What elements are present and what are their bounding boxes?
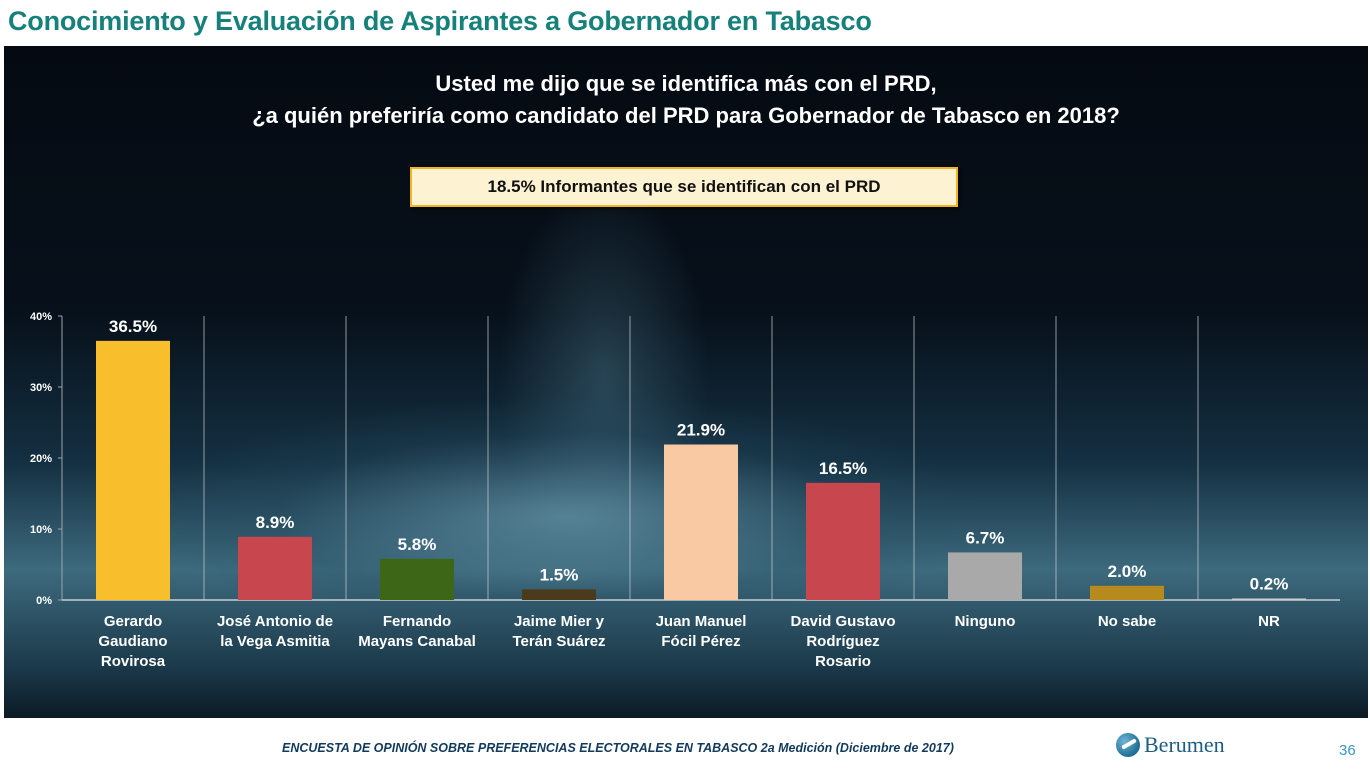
y-tick-label: 20% bbox=[30, 453, 52, 465]
category-label: No sabe bbox=[1098, 613, 1156, 630]
category-label: Ninguno bbox=[955, 613, 1016, 630]
category-label: Jaime Mier y bbox=[514, 613, 605, 630]
bar bbox=[948, 552, 1022, 600]
question-line-2: ¿a quién preferiría como candidato del P… bbox=[252, 103, 1120, 128]
survey-question: Usted me dijo que se identifica más con … bbox=[4, 68, 1368, 132]
y-tick-label: 40% bbox=[30, 311, 52, 323]
category-label: Fernando bbox=[383, 613, 451, 630]
bar bbox=[96, 340, 170, 600]
category-label: Fócil Pérez bbox=[661, 633, 740, 650]
y-tick-label: 30% bbox=[30, 382, 52, 394]
bar-value-label: 6.7% bbox=[966, 528, 1005, 547]
bar-chart: 0% 10% 20% 30% 40% 36.5% Gerardo Gaudiano Roviro… bbox=[30, 311, 1340, 670]
question-line-1: Usted me dijo que se identifica más con … bbox=[435, 71, 937, 96]
brand-name: Berumen bbox=[1144, 732, 1225, 757]
bar bbox=[238, 536, 312, 600]
header-bar: Conocimiento y Evaluación de Aspirantes … bbox=[0, 0, 1370, 46]
bar bbox=[806, 482, 880, 600]
page-title: Conocimiento y Evaluación de Aspirantes … bbox=[8, 6, 872, 36]
bar bbox=[664, 444, 738, 600]
bar-value-label: 36.5% bbox=[109, 317, 157, 336]
category-label: Rovirosa bbox=[101, 653, 166, 670]
berumen-logo-icon bbox=[1116, 733, 1140, 757]
info-box: 18.5% Informantes que se identifican con… bbox=[410, 167, 958, 207]
bar-value-label: 2.0% bbox=[1108, 562, 1147, 581]
category-label: Rosario bbox=[815, 653, 871, 670]
bar-value-label: 5.8% bbox=[398, 535, 437, 554]
category-label: Rodríguez bbox=[806, 633, 879, 650]
y-tick-label: 0% bbox=[36, 595, 52, 607]
category-label: Gaudiano bbox=[98, 633, 167, 650]
bar-value-label: 16.5% bbox=[819, 459, 867, 478]
bar-value-label: 21.9% bbox=[677, 421, 725, 440]
category-label: NR bbox=[1258, 613, 1280, 630]
category-label: Mayans Canabal bbox=[358, 633, 476, 650]
bar-value-label: 0.2% bbox=[1250, 575, 1289, 594]
bar bbox=[522, 589, 596, 600]
category-label: José Antonio de bbox=[217, 613, 333, 630]
category-label: Terán Suárez bbox=[512, 633, 605, 650]
page-number: 36 bbox=[1339, 742, 1356, 759]
category-label: Gerardo bbox=[104, 613, 162, 630]
bar bbox=[1090, 585, 1164, 600]
category-label: la Vega Asmitia bbox=[220, 633, 330, 650]
bar bbox=[380, 558, 454, 600]
bar-value-label: 1.5% bbox=[540, 565, 579, 584]
y-tick-label: 10% bbox=[30, 524, 52, 536]
footer-caption: ENCUESTA DE OPINIÓN SOBRE PREFERENCIAS E… bbox=[282, 741, 954, 755]
category-label: David Gustavo bbox=[790, 613, 895, 630]
slide-stage: Usted me dijo que se identifica más con … bbox=[4, 46, 1368, 718]
brand-logo: Berumen bbox=[1116, 732, 1225, 758]
bar bbox=[1232, 598, 1306, 600]
bar-value-label: 8.9% bbox=[256, 513, 295, 532]
category-label: Juan Manuel bbox=[656, 613, 747, 630]
